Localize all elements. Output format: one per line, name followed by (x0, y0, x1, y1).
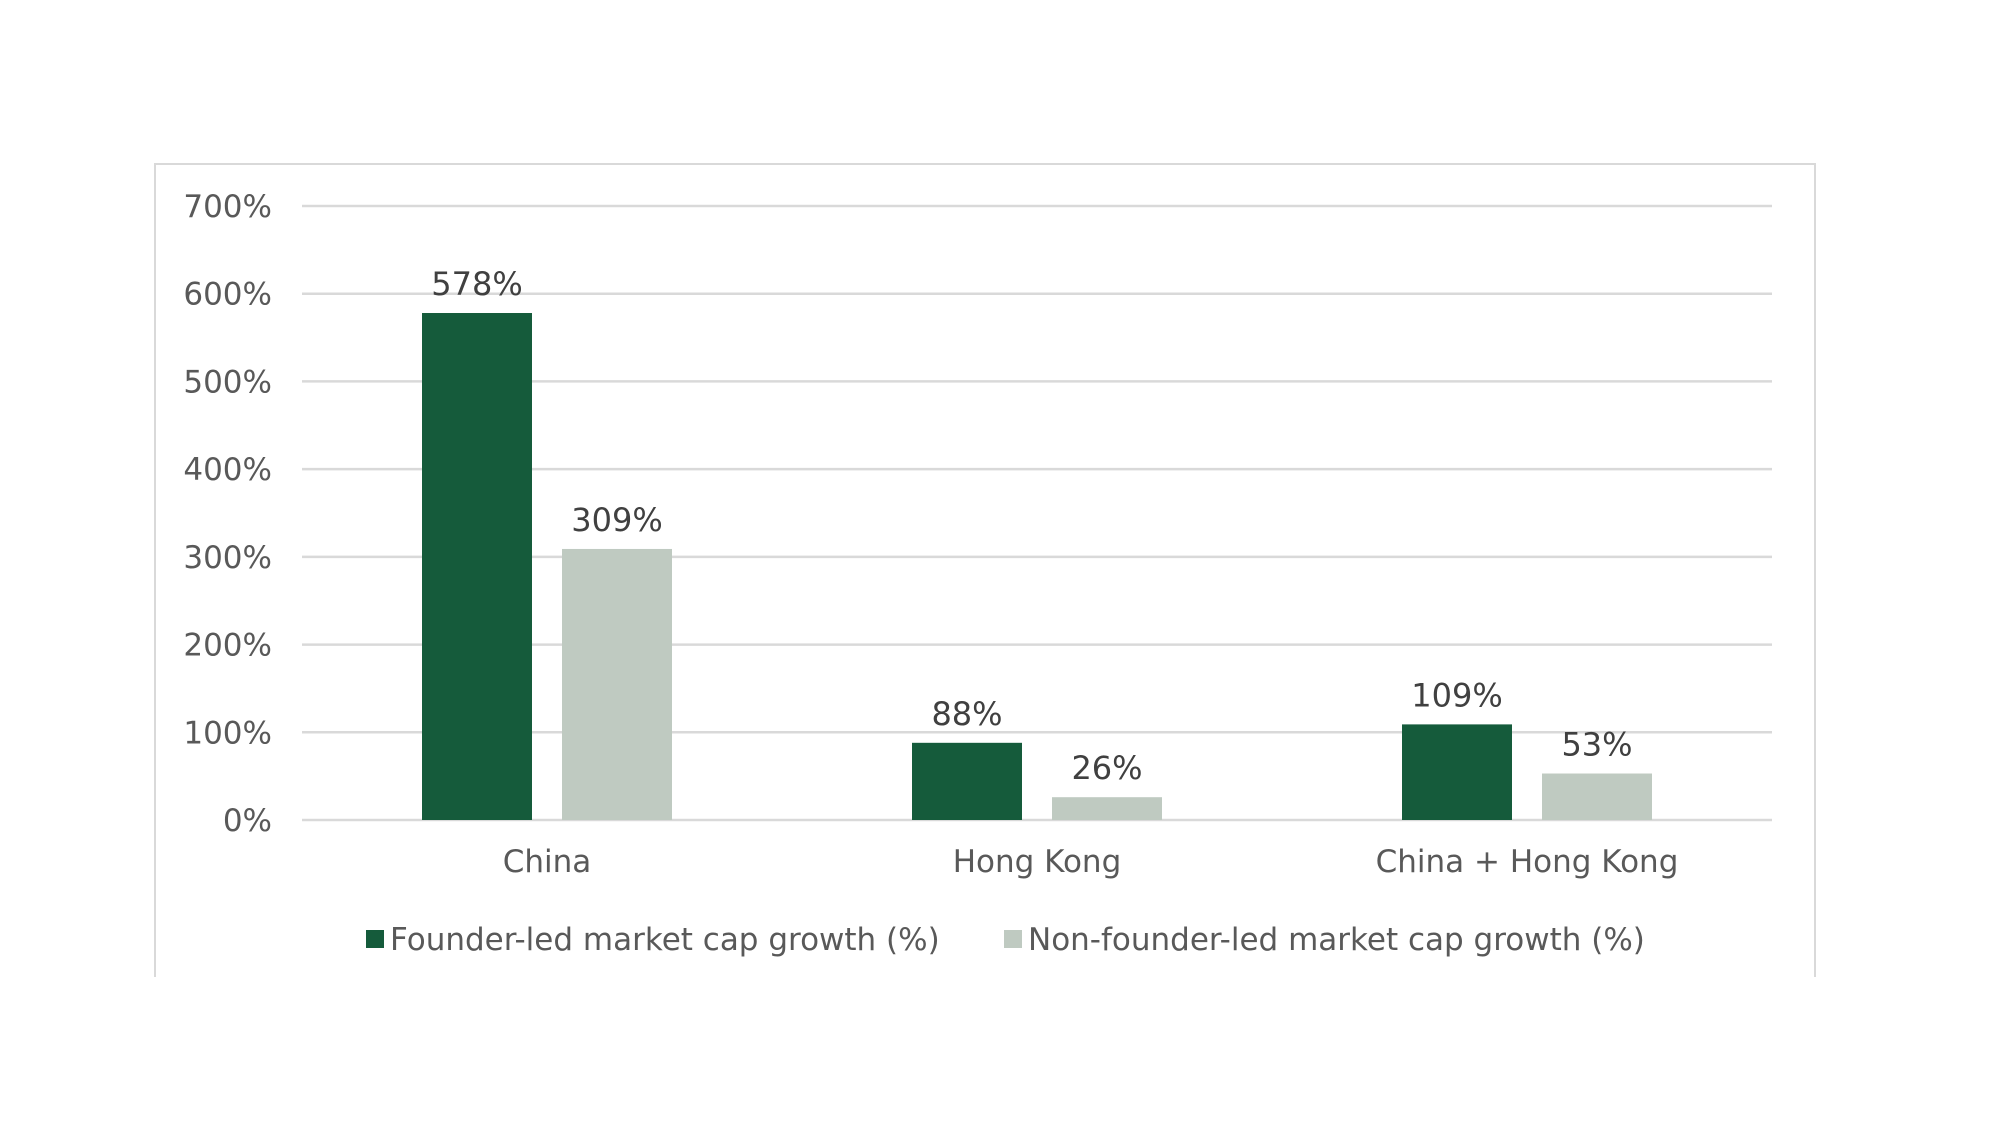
chart-frame-bottom-mask (150, 977, 1820, 997)
legend-swatch (1004, 930, 1022, 948)
y-tick-label: 600% (183, 277, 272, 313)
data-label: 109% (1411, 676, 1502, 714)
bar-series-1-1 (912, 742, 1022, 820)
data-label: 578% (431, 265, 522, 303)
y-tick-label: 200% (183, 628, 272, 664)
gridlines (302, 204, 1772, 822)
x-category-label: China + Hong Kong (1376, 844, 1679, 880)
data-labels: 578% 309% 88% 26% 109% 53% (431, 265, 1632, 787)
y-tick-label: 500% (183, 364, 272, 400)
y-axis-ticks: 0% 100% 200% 300% 400% 500% 600% 700% (183, 189, 272, 839)
y-tick-label: 100% (183, 715, 272, 751)
data-label: 309% (571, 501, 662, 539)
bar-series-1-2 (1402, 724, 1512, 820)
legend-swatch (366, 930, 384, 948)
x-category-label: China (503, 844, 592, 880)
legend-label: Founder-led market cap growth (%) (390, 922, 940, 958)
y-tick-label: 700% (183, 189, 272, 225)
y-tick-label: 400% (183, 452, 272, 488)
legend: Founder-led market cap growth (%) Non-fou… (366, 922, 1645, 958)
bar-series-2-1 (1052, 797, 1162, 820)
data-label: 26% (1071, 749, 1142, 787)
bar-series-2-2 (1542, 773, 1652, 820)
data-label: 53% (1561, 726, 1632, 764)
x-category-label: Hong Kong (953, 844, 1122, 880)
y-tick-label: 0% (223, 803, 272, 839)
bars (422, 313, 1652, 820)
y-tick-label: 300% (183, 540, 272, 576)
x-axis-categories: China Hong Kong China + Hong Kong (503, 844, 1679, 880)
data-label: 88% (931, 695, 1002, 733)
bar-series-2-0 (562, 548, 672, 820)
legend-label: Non-founder-led market cap growth (%) (1028, 922, 1645, 958)
bar-series-1-0 (422, 313, 532, 820)
